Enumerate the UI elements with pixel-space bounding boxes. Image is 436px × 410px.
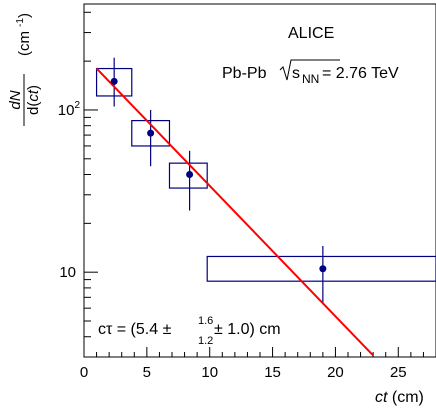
sqrt-sign (279, 59, 340, 81)
energy-subscript: NN (302, 72, 319, 86)
energy-value: = 2.76 TeV (322, 65, 399, 82)
svg-text:± 1.0) cm: ± 1.0) cm (214, 321, 281, 338)
x-tick-label: 20 (327, 364, 344, 381)
x-axis-title: ct (cm) (375, 389, 424, 406)
fit-label-prefix: cτ = (5.4 ± (98, 321, 172, 338)
experiment-label: ALICE (288, 25, 334, 42)
x-tick-label: 25 (390, 364, 407, 381)
x-tick-label: 15 (264, 364, 281, 381)
data-points (110, 77, 327, 273)
svg-text:dN: dN (7, 90, 24, 109)
svg-text:Pb-Pb: Pb-Pb (222, 65, 267, 82)
svg-text:NN: NN (302, 72, 319, 86)
y-axis-title: dN d(ct) (cm -1 ) (7, 13, 42, 126)
systematic-box (206, 255, 436, 282)
fit-line (95, 67, 374, 357)
fit-result-label: cτ = (5.4 ± 1.6 1.2 ± 1.0) cm (98, 315, 281, 347)
systematic-uncertainty-boxes (95, 67, 436, 282)
statistical-error-bars (113, 57, 324, 303)
fit-err-down: 1.2 (198, 335, 213, 347)
svg-text:): ) (16, 13, 33, 18)
y-tick-label: 102 (58, 100, 81, 119)
plot-area-frame (83, 3, 436, 358)
y-title-numerator: dN (7, 90, 24, 109)
y-axis-ticks: 10 102 (58, 11, 98, 358)
x-axis-ticks: 0 5 10 15 20 25 (80, 347, 436, 381)
svg-text:1.2: 1.2 (198, 335, 213, 347)
svg-text:1.6: 1.6 (198, 315, 213, 327)
x-tick-label: 10 (201, 364, 218, 381)
fit-err-up: 1.6 (198, 315, 213, 327)
data-point (110, 77, 118, 85)
svg-text:d(ct): d(ct) (25, 85, 42, 115)
data-point (147, 129, 155, 137)
svg-text:(cm: (cm (16, 31, 33, 56)
energy-symbol: s (292, 65, 300, 82)
system-prefix: Pb-Pb (222, 65, 267, 82)
svg-text:= 2.76 TeV: = 2.76 TeV (322, 65, 399, 82)
x-tick-label: 5 (143, 364, 151, 381)
fit-label-suffix: ± 1.0) cm (214, 321, 281, 338)
y-tick-label: 10 (59, 264, 76, 281)
svg-text:-1: -1 (15, 18, 26, 27)
svg-text:s: s (292, 65, 300, 82)
x-tick-label: 0 (80, 364, 88, 381)
data-point (186, 171, 194, 179)
collision-system-label: Pb-Pb s NN = 2.76 TeV (222, 59, 399, 86)
data-point (319, 265, 327, 273)
svg-text:cτ = (5.4 ±: cτ = (5.4 ± (98, 321, 172, 338)
exponential-fit (95, 67, 374, 357)
